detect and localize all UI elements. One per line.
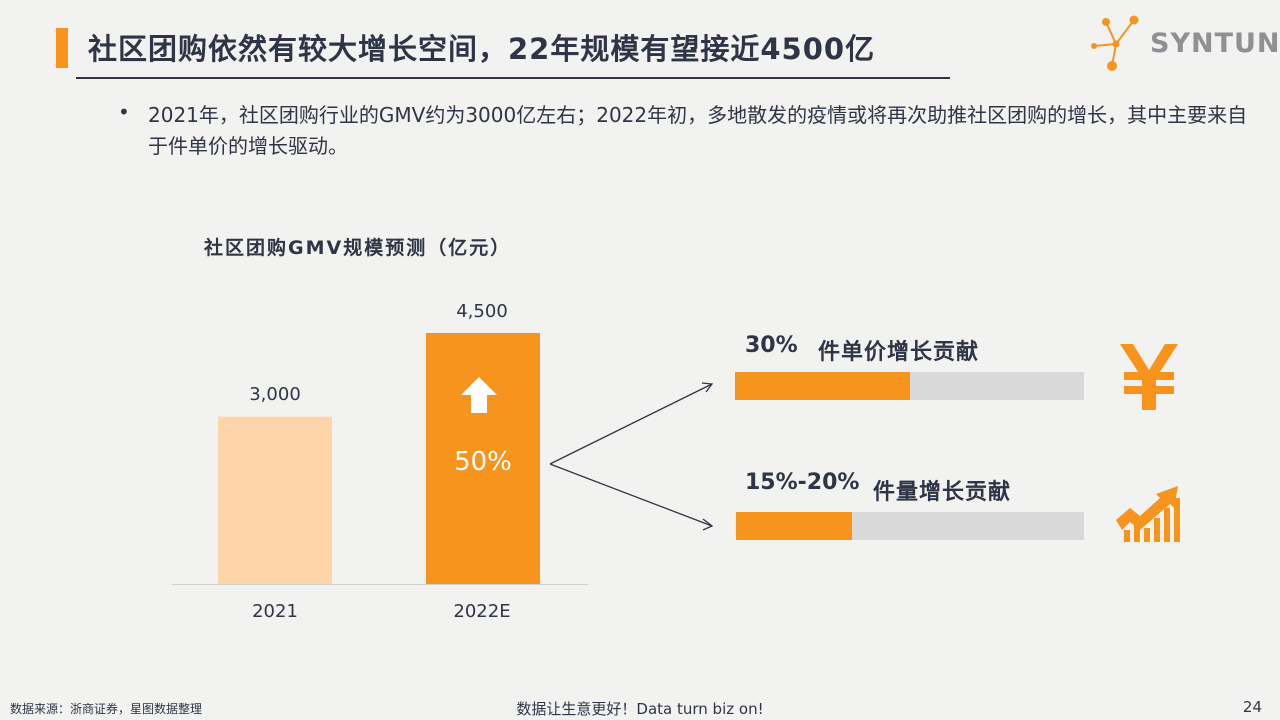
connector-lower-arrowhead [702, 518, 714, 531]
x-tick-label-2021: 2021 [252, 601, 298, 622]
driver-bar-unit-price [735, 372, 1084, 400]
x-tick-label-2022e: 2022E [453, 601, 511, 622]
summary-paragraph: 2021年，社区团购行业的GMV约为3000亿左右；2022年初，多地散发的疫情… [148, 103, 1248, 158]
page-number: 24 [1242, 698, 1262, 716]
connector-lower [549, 463, 713, 527]
chart-title: 社区团购GMV规模预测（亿元） [204, 237, 512, 259]
logo-mark-icon [1091, 15, 1139, 71]
driver-bar-fill-unit-price [735, 372, 910, 400]
bar-2021 [218, 416, 332, 584]
driver-bar-volume [736, 512, 1084, 540]
driver-connector-lines [549, 382, 714, 531]
driver-label-unit-price: 件单价增长贡献 [818, 340, 980, 365]
title-accent-bar [56, 28, 68, 68]
bar-value-label-2021: 3,000 [249, 384, 301, 405]
logo-text: SYNTUN [1150, 28, 1280, 59]
growth-rate-label: 50% [454, 447, 512, 477]
page-title: 社区团购依然有较大增长空间，22年规模有望接近4500亿 [88, 32, 876, 66]
title-divider [76, 77, 950, 79]
driver-pct-unit-price: 30% [745, 333, 798, 358]
driver-bar-fill-volume [736, 512, 852, 540]
driver-pct-volume: 15%-20% [745, 470, 860, 495]
syntun-logo: SYNTUN [1086, 14, 1280, 74]
bullet-marker: • [118, 100, 130, 124]
yen-icon [1120, 344, 1178, 410]
bar-2022e [426, 333, 540, 584]
driver-label-volume: 件量增长贡献 [873, 480, 1012, 505]
footer-slogan: 数据让生意更好！Data turn biz on! [516, 700, 764, 718]
arrow-up-icon [461, 377, 497, 413]
trend-up-icon [1116, 486, 1180, 542]
connector-upper [549, 383, 713, 465]
bar-value-label-2022e: 4,500 [456, 301, 508, 322]
source-note: 数据来源：浙商证券，星图数据整理 [10, 702, 203, 716]
connector-upper-arrowhead [701, 382, 714, 393]
